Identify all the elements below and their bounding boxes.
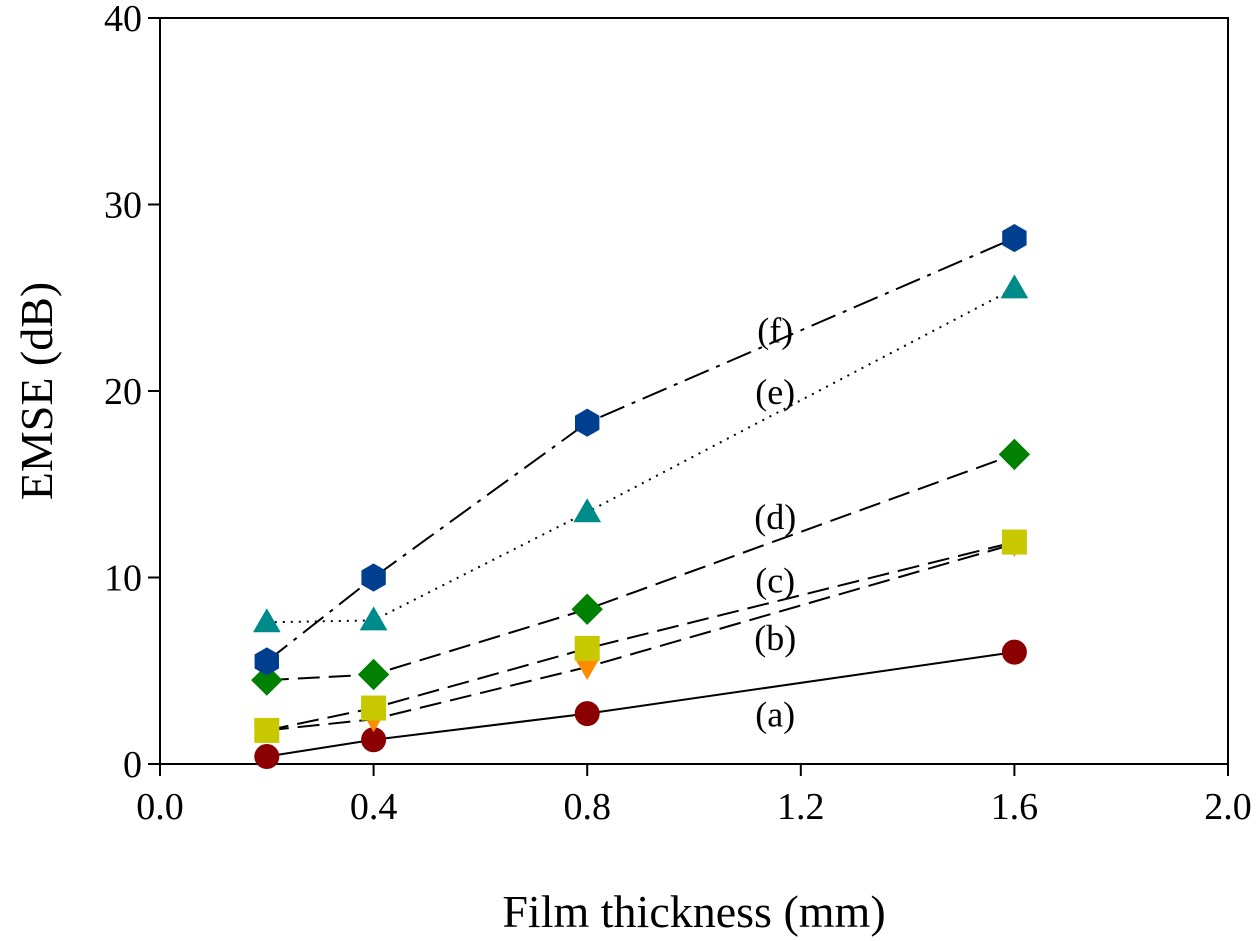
data-point [361, 563, 386, 592]
plot-area [159, 17, 1229, 765]
x-tick-label: 1.6 [991, 786, 1039, 828]
series-lines [266, 237, 1015, 758]
data-point [359, 606, 388, 631]
data-point [1001, 529, 1027, 555]
series-label-b: (b) [754, 618, 796, 658]
y-axis-title: EMSE (dB) [11, 282, 62, 501]
data-point [361, 695, 387, 721]
data-point [1002, 224, 1027, 253]
series-line-b [266, 542, 1015, 732]
data-point [254, 647, 279, 676]
series-line-f [266, 237, 1015, 663]
data-point [357, 658, 390, 691]
data-point [571, 593, 603, 625]
y-tick-label: 0 [123, 744, 142, 786]
data-point [575, 408, 600, 437]
series-label-a: (a) [755, 695, 795, 735]
axis-ticks: 0.0 0.4 0.8 1.2 1.6 2.0 0 10 20 30 40 [104, 0, 1252, 828]
data-point [573, 498, 602, 523]
data-point [252, 608, 281, 633]
data-point [1000, 274, 1029, 299]
x-tick-label: 0.0 [136, 786, 184, 828]
y-tick-label: 10 [104, 558, 142, 600]
series-labels: (a) (b) (c) (d) (e) (f) [754, 310, 796, 734]
data-point [998, 438, 1031, 471]
data-point [574, 635, 600, 661]
series-line-d [266, 453, 1015, 682]
x-tick-label: 2.0 [1204, 786, 1252, 828]
x-tick-label: 1.2 [777, 786, 825, 828]
series-line-c [266, 541, 1015, 732]
series-label-f: (f) [757, 310, 793, 350]
series-label-d: (d) [754, 497, 796, 537]
data-point [574, 701, 600, 727]
y-tick-label: 30 [104, 185, 142, 227]
x-axis-title: Film thickness (mm) [502, 886, 885, 937]
data-point [254, 717, 280, 743]
series-label-e: (e) [755, 372, 795, 412]
data-point [251, 664, 283, 696]
x-tick-label: 0.8 [563, 786, 611, 828]
series-markers [251, 224, 1031, 770]
y-tick-label: 40 [104, 0, 142, 40]
y-tick-label: 20 [104, 371, 142, 413]
data-point [1001, 639, 1027, 665]
x-tick-label: 0.4 [350, 786, 398, 828]
series-label-c: (c) [755, 560, 795, 600]
series-line-a [266, 651, 1015, 758]
data-point [254, 744, 280, 770]
